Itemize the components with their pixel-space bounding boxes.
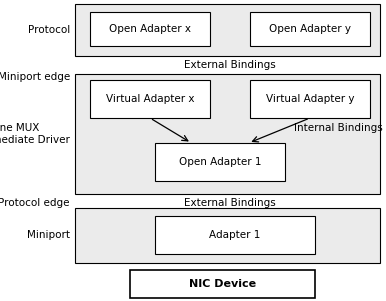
- Bar: [155, 216, 315, 254]
- Bar: [75, 74, 380, 194]
- Text: External Bindings: External Bindings: [184, 198, 276, 208]
- Bar: [155, 143, 285, 181]
- Text: Open Adapter y: Open Adapter y: [269, 24, 351, 34]
- Bar: [130, 270, 315, 298]
- Text: Virtual Adapter y: Virtual Adapter y: [266, 94, 354, 104]
- Text: Open Adapter x: Open Adapter x: [109, 24, 191, 34]
- Bar: [250, 80, 370, 118]
- Text: Protocol edge: Protocol edge: [0, 198, 70, 208]
- Text: Miniport: Miniport: [27, 230, 70, 240]
- Text: Internal Bindings: Internal Bindings: [294, 123, 383, 133]
- Text: Adapter 1: Adapter 1: [209, 230, 261, 240]
- Text: External Bindings: External Bindings: [184, 60, 276, 70]
- Text: Virtual Adapter x: Virtual Adapter x: [106, 94, 194, 104]
- Text: NIC Device: NIC Device: [189, 279, 256, 289]
- Text: Miniport edge: Miniport edge: [0, 72, 70, 82]
- Bar: [75, 208, 380, 263]
- Bar: [90, 80, 210, 118]
- Text: Open Adapter 1: Open Adapter 1: [179, 157, 261, 167]
- Text: N-to-one MUX
Intermediate Driver: N-to-one MUX Intermediate Driver: [0, 123, 70, 145]
- Bar: [75, 4, 380, 56]
- Bar: [250, 12, 370, 46]
- Bar: [90, 12, 210, 46]
- Text: Protocol: Protocol: [28, 25, 70, 35]
